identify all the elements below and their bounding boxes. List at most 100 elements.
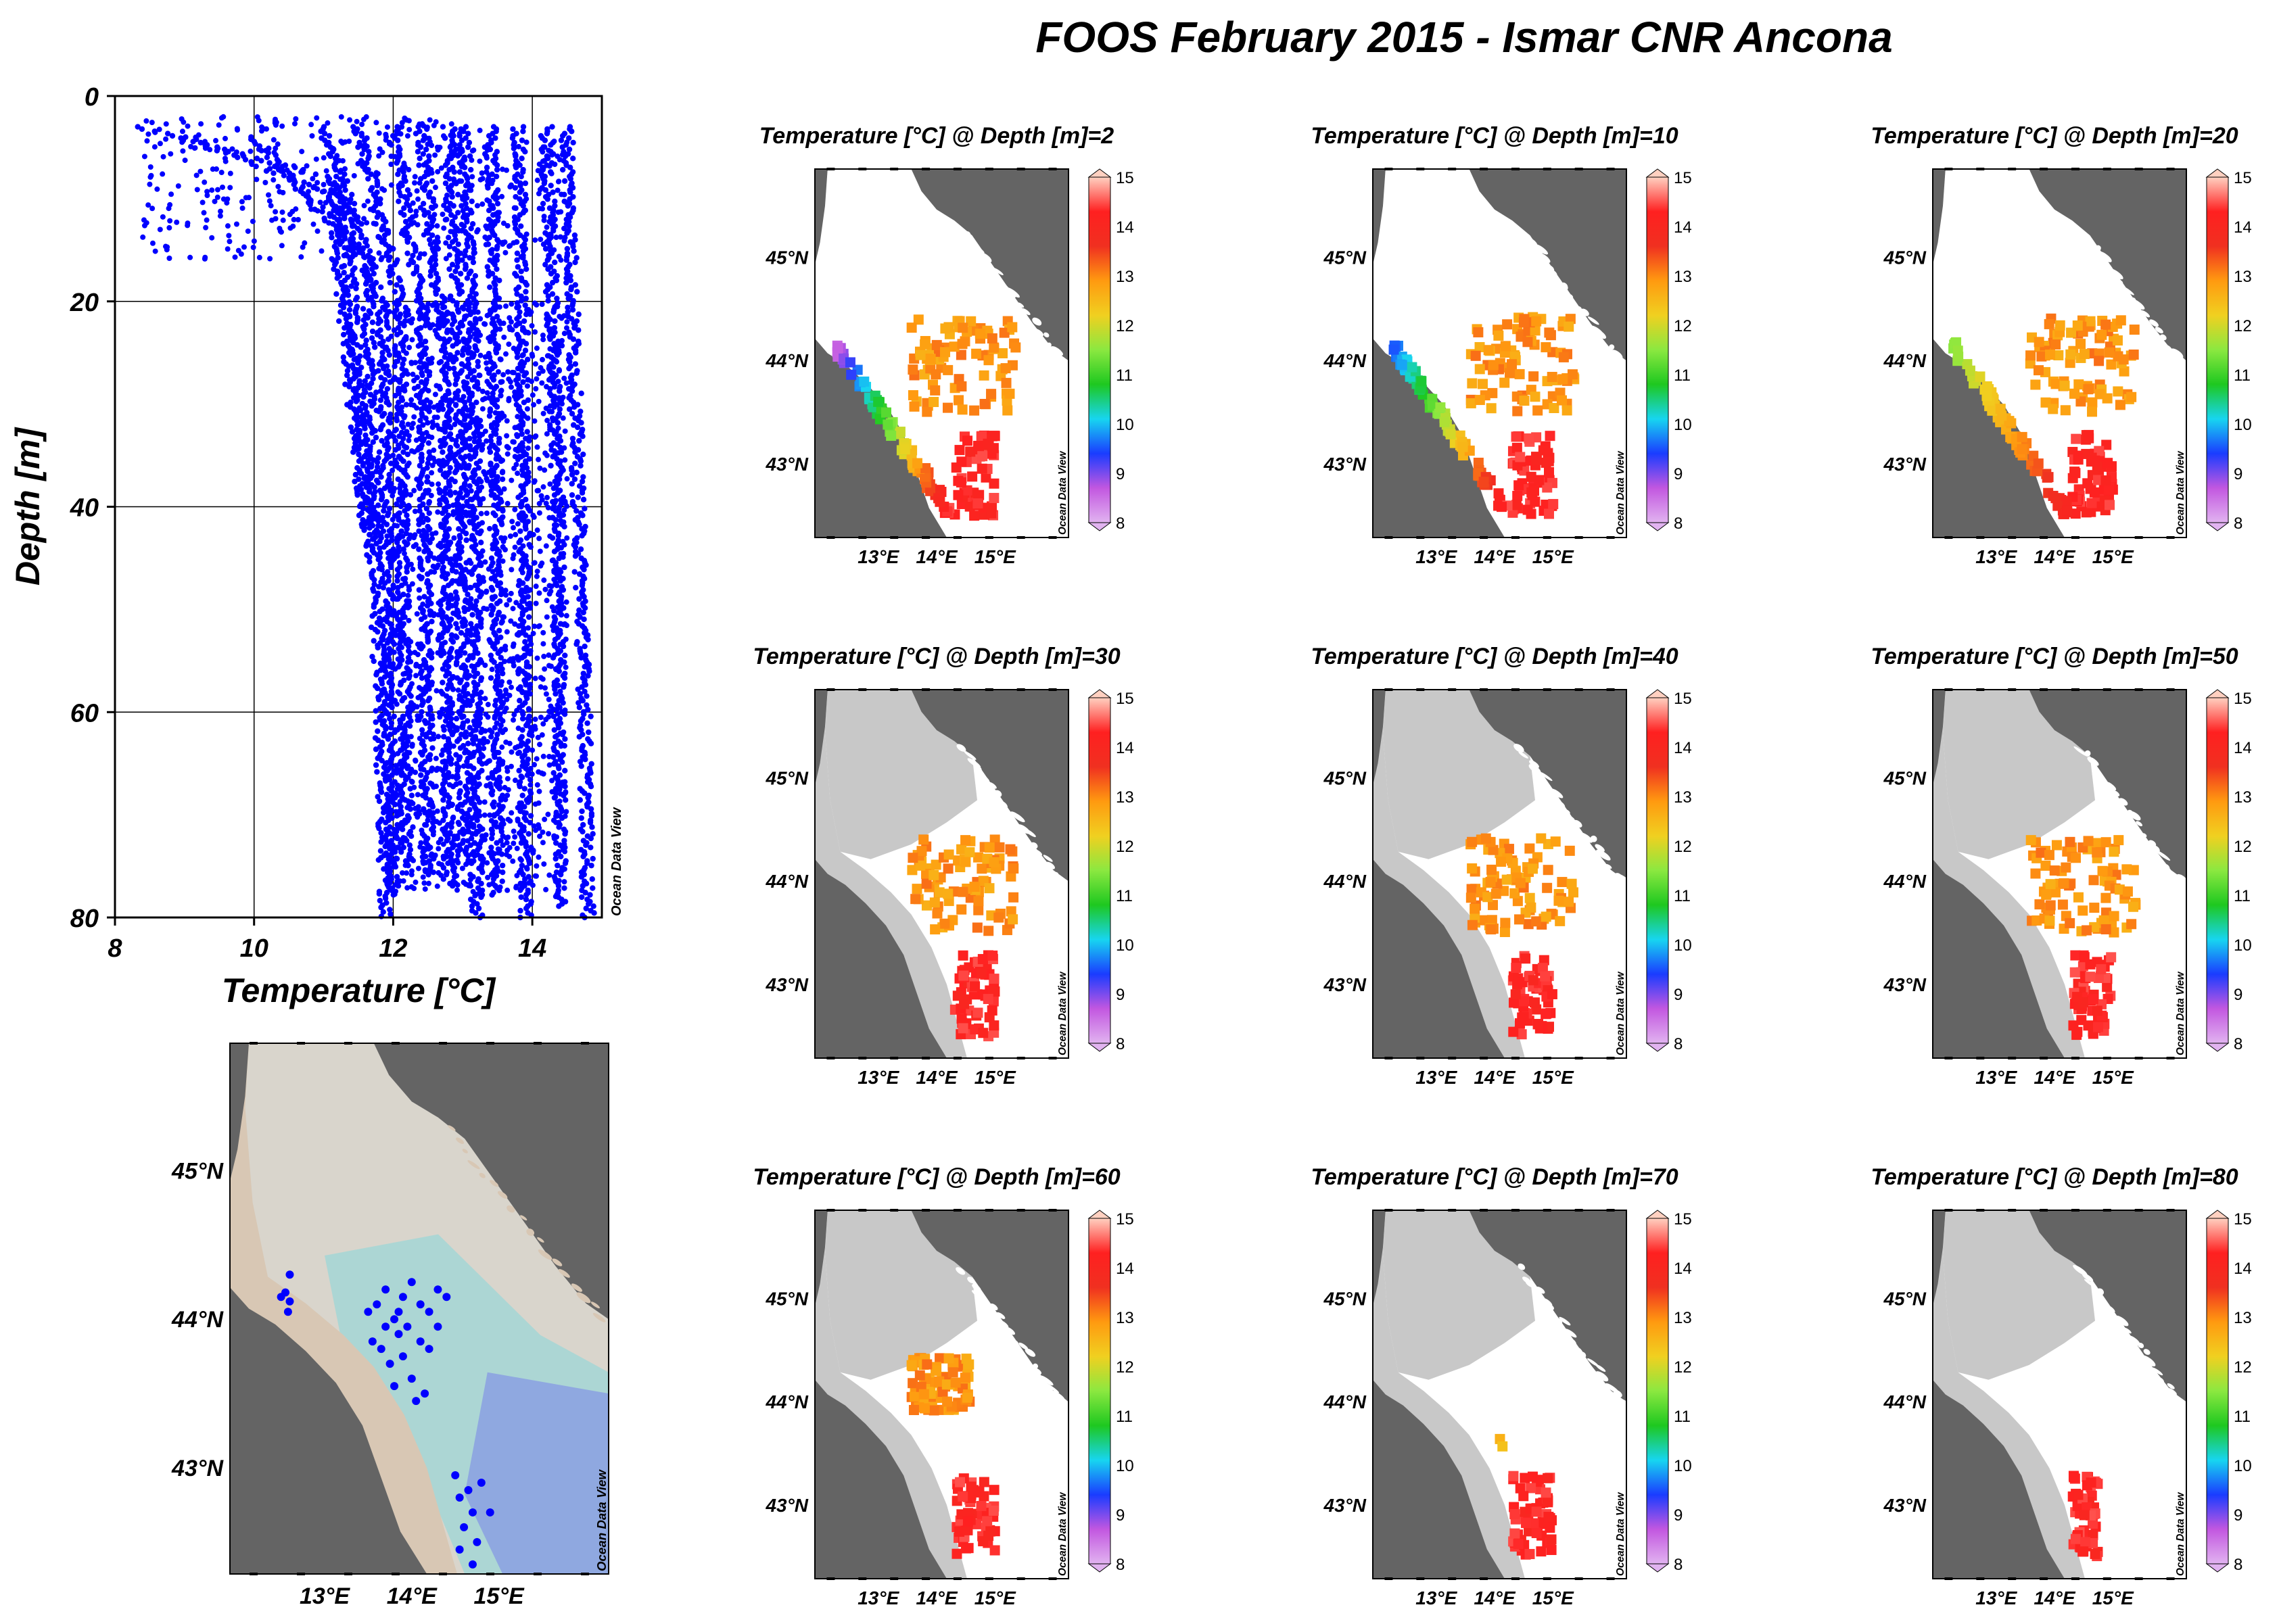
profile-point xyxy=(496,846,502,853)
profile-point xyxy=(442,661,448,667)
profile-point xyxy=(454,659,460,665)
profile-point xyxy=(527,634,533,640)
profile-point xyxy=(563,325,569,331)
profile-point xyxy=(449,262,456,268)
profile-point xyxy=(540,241,547,247)
profile-point xyxy=(455,609,461,616)
profile-point xyxy=(404,512,410,519)
profile-point xyxy=(557,314,563,320)
profile-point xyxy=(559,709,565,715)
profile-point xyxy=(471,639,477,645)
profile-point xyxy=(548,326,554,332)
profile-point xyxy=(400,361,406,367)
profile-point xyxy=(399,499,405,505)
profile-point xyxy=(340,331,347,338)
profile-point xyxy=(430,302,436,308)
profile-point xyxy=(452,331,459,338)
profile-point xyxy=(454,562,460,568)
profile-point xyxy=(410,259,417,266)
profile-point xyxy=(495,501,502,507)
profile-point xyxy=(517,779,523,785)
profile-point xyxy=(374,183,381,189)
profile-point xyxy=(488,675,494,682)
profile-point xyxy=(557,871,564,878)
profile-point xyxy=(494,266,500,272)
profile-point xyxy=(472,892,478,899)
profile-point xyxy=(394,282,400,288)
profile-point xyxy=(461,336,467,342)
profile-point xyxy=(382,690,388,696)
profile-point xyxy=(557,510,563,517)
profile-point xyxy=(504,500,511,506)
profile-point xyxy=(536,769,542,775)
profile-point xyxy=(447,540,454,546)
profile-point xyxy=(531,402,537,408)
profile-point xyxy=(465,337,471,343)
profile-point xyxy=(442,625,448,631)
profile-point xyxy=(337,222,343,229)
profile-point xyxy=(457,270,464,277)
profile-point xyxy=(430,216,437,222)
profile-point xyxy=(578,815,584,821)
profile-point xyxy=(569,307,576,313)
profile-point xyxy=(387,560,394,566)
profile-point xyxy=(386,433,392,439)
profile-point xyxy=(423,663,429,669)
profile-point xyxy=(466,139,473,146)
profile-point xyxy=(527,901,534,907)
profile-point xyxy=(520,753,526,759)
profile-point xyxy=(419,702,425,709)
profile-point xyxy=(582,625,588,631)
profile-point xyxy=(303,193,309,199)
profile-point xyxy=(337,309,344,315)
profile-point xyxy=(389,612,395,618)
profile-point xyxy=(362,312,369,318)
profile-point xyxy=(580,587,586,593)
profile-point xyxy=(384,734,390,740)
profile-point xyxy=(416,291,423,297)
profile-point xyxy=(381,519,387,525)
profile-point xyxy=(406,851,413,857)
profile-point xyxy=(396,631,402,638)
profile-point xyxy=(328,230,335,236)
profile-point xyxy=(467,519,473,525)
profile-point xyxy=(556,395,563,401)
profile-point xyxy=(333,226,340,233)
profile-point xyxy=(350,331,356,337)
profile-point xyxy=(566,395,572,401)
profile-point xyxy=(498,851,505,857)
profile-point xyxy=(335,228,342,234)
profile-point xyxy=(292,186,299,192)
profile-point xyxy=(405,654,412,661)
profile-point xyxy=(556,824,562,830)
profile-point xyxy=(406,831,413,837)
profile-point xyxy=(190,139,196,145)
profile-point xyxy=(475,464,482,471)
profile-point xyxy=(340,180,346,187)
profile-point xyxy=(573,548,579,554)
profile-point xyxy=(360,462,367,469)
profile-point xyxy=(393,809,399,815)
profile-point xyxy=(454,257,461,263)
profile-point xyxy=(339,295,346,302)
profile-point xyxy=(479,484,485,490)
profile-point xyxy=(399,826,406,832)
profile-point xyxy=(337,224,343,231)
profile-point xyxy=(467,207,474,214)
profile-point xyxy=(559,144,565,150)
profile-point xyxy=(524,575,530,582)
profile-point xyxy=(365,346,371,353)
profile-point xyxy=(462,673,468,679)
profile-point xyxy=(339,208,346,215)
profile-point xyxy=(488,139,494,146)
profile-point xyxy=(442,575,449,582)
profile-point xyxy=(555,338,561,345)
profile-point xyxy=(312,171,319,177)
profile-point xyxy=(406,191,413,197)
profile-point xyxy=(460,196,466,202)
profile-point xyxy=(373,671,379,678)
profile-point xyxy=(449,398,455,404)
profile-point xyxy=(518,592,524,598)
profile-point xyxy=(493,456,499,462)
profile-point xyxy=(525,397,532,404)
